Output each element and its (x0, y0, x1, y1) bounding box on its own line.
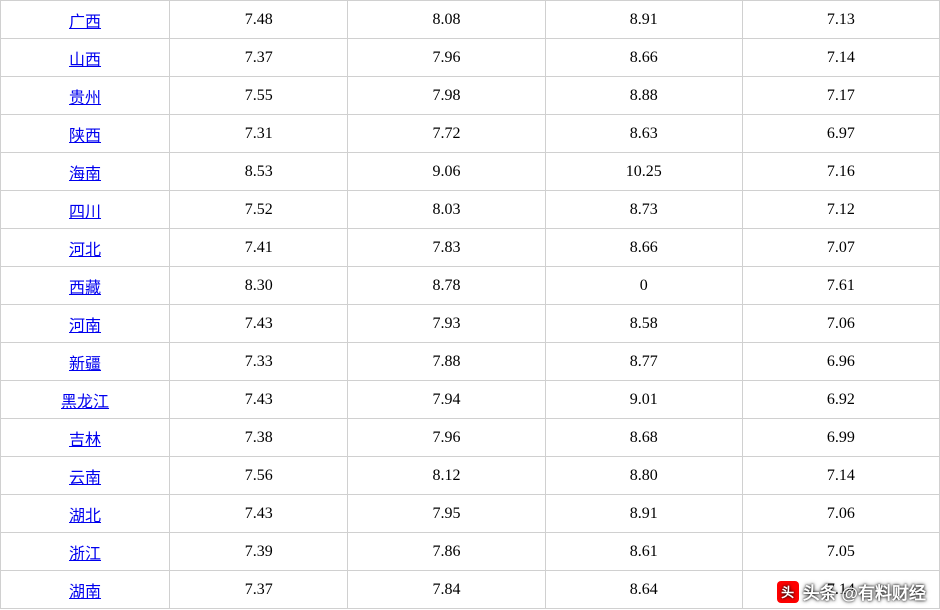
value-cell: 7.83 (348, 229, 545, 267)
value-cell: 7.12 (742, 191, 939, 229)
table-row: 吉林7.387.968.686.99 (1, 419, 940, 457)
value-cell: 7.96 (348, 419, 545, 457)
province-cell[interactable]: 浙江 (1, 533, 170, 571)
value-cell: 7.61 (742, 267, 939, 305)
value-cell: 8.12 (348, 457, 545, 495)
table-body: 广西7.488.088.917.13山西7.377.968.667.14贵州7.… (1, 1, 940, 609)
province-cell[interactable]: 新疆 (1, 343, 170, 381)
table-row: 河北7.417.838.667.07 (1, 229, 940, 267)
watermark-label: 头条 @有料财经 (803, 579, 926, 604)
table-row: 陕西7.317.728.636.97 (1, 115, 940, 153)
value-cell: 8.64 (545, 571, 742, 609)
table-row: 四川7.528.038.737.12 (1, 191, 940, 229)
province-cell[interactable]: 贵州 (1, 77, 170, 115)
value-cell: 7.56 (170, 457, 348, 495)
value-cell: 7.96 (348, 39, 545, 77)
value-cell: 8.30 (170, 267, 348, 305)
value-cell: 7.13 (742, 1, 939, 39)
watermark: 头 头条 @有料财经 (777, 579, 926, 604)
value-cell: 6.99 (742, 419, 939, 457)
value-cell: 7.55 (170, 77, 348, 115)
value-cell: 8.03 (348, 191, 545, 229)
table-row: 贵州7.557.988.887.17 (1, 77, 940, 115)
value-cell: 6.96 (742, 343, 939, 381)
value-cell: 7.41 (170, 229, 348, 267)
value-cell: 7.43 (170, 305, 348, 343)
value-cell: 7.31 (170, 115, 348, 153)
value-cell: 7.39 (170, 533, 348, 571)
province-cell[interactable]: 广西 (1, 1, 170, 39)
value-cell: 8.66 (545, 229, 742, 267)
value-cell: 9.06 (348, 153, 545, 191)
value-cell: 7.43 (170, 495, 348, 533)
value-cell: 7.05 (742, 533, 939, 571)
value-cell: 7.93 (348, 305, 545, 343)
province-cell[interactable]: 河北 (1, 229, 170, 267)
value-cell: 7.16 (742, 153, 939, 191)
value-cell: 7.88 (348, 343, 545, 381)
value-cell: 7.07 (742, 229, 939, 267)
value-cell: 7.43 (170, 381, 348, 419)
province-cell[interactable]: 海南 (1, 153, 170, 191)
table-row: 黑龙江7.437.949.016.92 (1, 381, 940, 419)
value-cell: 8.78 (348, 267, 545, 305)
province-cell[interactable]: 黑龙江 (1, 381, 170, 419)
value-cell: 7.84 (348, 571, 545, 609)
table-row: 云南7.568.128.807.14 (1, 457, 940, 495)
table-row: 湖北7.437.958.917.06 (1, 495, 940, 533)
value-cell: 7.33 (170, 343, 348, 381)
value-cell: 7.06 (742, 305, 939, 343)
value-cell: 8.53 (170, 153, 348, 191)
province-cell[interactable]: 陕西 (1, 115, 170, 153)
value-cell: 8.58 (545, 305, 742, 343)
value-cell: 8.73 (545, 191, 742, 229)
value-cell: 8.77 (545, 343, 742, 381)
value-cell: 8.61 (545, 533, 742, 571)
value-cell: 7.52 (170, 191, 348, 229)
province-cell[interactable]: 云南 (1, 457, 170, 495)
value-cell: 7.95 (348, 495, 545, 533)
data-table: 广西7.488.088.917.13山西7.377.968.667.14贵州7.… (0, 0, 940, 609)
value-cell: 8.66 (545, 39, 742, 77)
value-cell: 7.48 (170, 1, 348, 39)
table-row: 河南7.437.938.587.06 (1, 305, 940, 343)
province-cell[interactable]: 四川 (1, 191, 170, 229)
value-cell: 0 (545, 267, 742, 305)
province-cell[interactable]: 湖南 (1, 571, 170, 609)
value-cell: 8.68 (545, 419, 742, 457)
table-row: 新疆7.337.888.776.96 (1, 343, 940, 381)
province-cell[interactable]: 吉林 (1, 419, 170, 457)
value-cell: 7.37 (170, 571, 348, 609)
value-cell: 10.25 (545, 153, 742, 191)
table-row: 广西7.488.088.917.13 (1, 1, 940, 39)
province-cell[interactable]: 河南 (1, 305, 170, 343)
value-cell: 6.92 (742, 381, 939, 419)
value-cell: 7.98 (348, 77, 545, 115)
value-cell: 8.63 (545, 115, 742, 153)
value-cell: 7.37 (170, 39, 348, 77)
value-cell: 7.94 (348, 381, 545, 419)
value-cell: 7.17 (742, 77, 939, 115)
value-cell: 7.14 (742, 457, 939, 495)
value-cell: 8.91 (545, 495, 742, 533)
value-cell: 7.14 (742, 39, 939, 77)
value-cell: 8.08 (348, 1, 545, 39)
value-cell: 7.86 (348, 533, 545, 571)
value-cell: 8.91 (545, 1, 742, 39)
province-cell[interactable]: 湖北 (1, 495, 170, 533)
value-cell: 7.38 (170, 419, 348, 457)
table-row: 山西7.377.968.667.14 (1, 39, 940, 77)
value-cell: 7.06 (742, 495, 939, 533)
value-cell: 9.01 (545, 381, 742, 419)
table-row: 浙江7.397.868.617.05 (1, 533, 940, 571)
toutiao-icon: 头 (777, 581, 799, 603)
table-row: 西藏8.308.7807.61 (1, 267, 940, 305)
value-cell: 6.97 (742, 115, 939, 153)
province-cell[interactable]: 山西 (1, 39, 170, 77)
province-cell[interactable]: 西藏 (1, 267, 170, 305)
value-cell: 8.80 (545, 457, 742, 495)
value-cell: 8.88 (545, 77, 742, 115)
value-cell: 7.72 (348, 115, 545, 153)
table-row: 海南8.539.0610.257.16 (1, 153, 940, 191)
